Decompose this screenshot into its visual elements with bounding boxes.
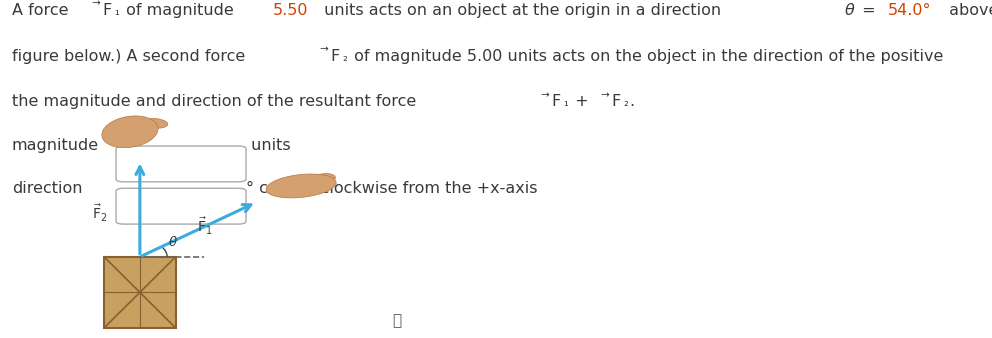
- Text: θ: θ: [844, 3, 854, 18]
- Text: ° counterclockwise from the +x-axis: ° counterclockwise from the +x-axis: [246, 180, 538, 196]
- Text: F: F: [612, 94, 621, 110]
- Text: F: F: [552, 94, 560, 110]
- Text: $\mathregular{\vec{F}}_2$: $\mathregular{\vec{F}}_2$: [92, 203, 107, 224]
- Text: the magnitude and direction of the resultant force: the magnitude and direction of the resul…: [12, 94, 422, 110]
- Text: units acts on an object at the origin in a direction: units acts on an object at the origin in…: [318, 3, 726, 18]
- Text: $\theta$: $\theta$: [168, 236, 178, 249]
- FancyBboxPatch shape: [116, 146, 246, 182]
- Text: 54.0°: 54.0°: [888, 3, 931, 18]
- Ellipse shape: [312, 174, 335, 184]
- Text: $\mathregular{\vec{F}}_1$: $\mathregular{\vec{F}}_1$: [196, 216, 212, 237]
- Text: F: F: [103, 3, 112, 18]
- Text: ₂: ₂: [624, 96, 628, 110]
- FancyBboxPatch shape: [116, 188, 246, 224]
- Text: →: →: [540, 90, 549, 100]
- Text: ₁: ₁: [563, 96, 568, 110]
- Text: F: F: [330, 49, 340, 64]
- Bar: [104, 257, 176, 328]
- Ellipse shape: [142, 119, 168, 128]
- Text: A force: A force: [12, 3, 73, 18]
- Text: above the positive x-axis. (See the: above the positive x-axis. (See the: [943, 3, 992, 18]
- Text: magnitude: magnitude: [12, 138, 99, 153]
- Text: .: .: [630, 94, 635, 110]
- Text: 5.50: 5.50: [273, 3, 309, 18]
- Text: +: +: [569, 94, 593, 110]
- Ellipse shape: [102, 116, 158, 148]
- Text: units: units: [246, 138, 291, 153]
- Text: ₁: ₁: [115, 5, 119, 18]
- Ellipse shape: [266, 174, 336, 198]
- Text: direction: direction: [12, 180, 82, 196]
- Text: of magnitude 5.00 units acts on the object in the direction of the positive: of magnitude 5.00 units acts on the obje…: [349, 49, 948, 64]
- Text: =: =: [857, 3, 881, 18]
- Text: →: →: [91, 0, 100, 9]
- Text: ₂: ₂: [342, 51, 347, 64]
- Text: →: →: [319, 44, 328, 54]
- Text: →: →: [600, 90, 609, 100]
- Text: figure below.) A second force: figure below.) A second force: [12, 49, 250, 64]
- Text: ⓘ: ⓘ: [392, 313, 402, 328]
- Text: of magnitude: of magnitude: [121, 3, 239, 18]
